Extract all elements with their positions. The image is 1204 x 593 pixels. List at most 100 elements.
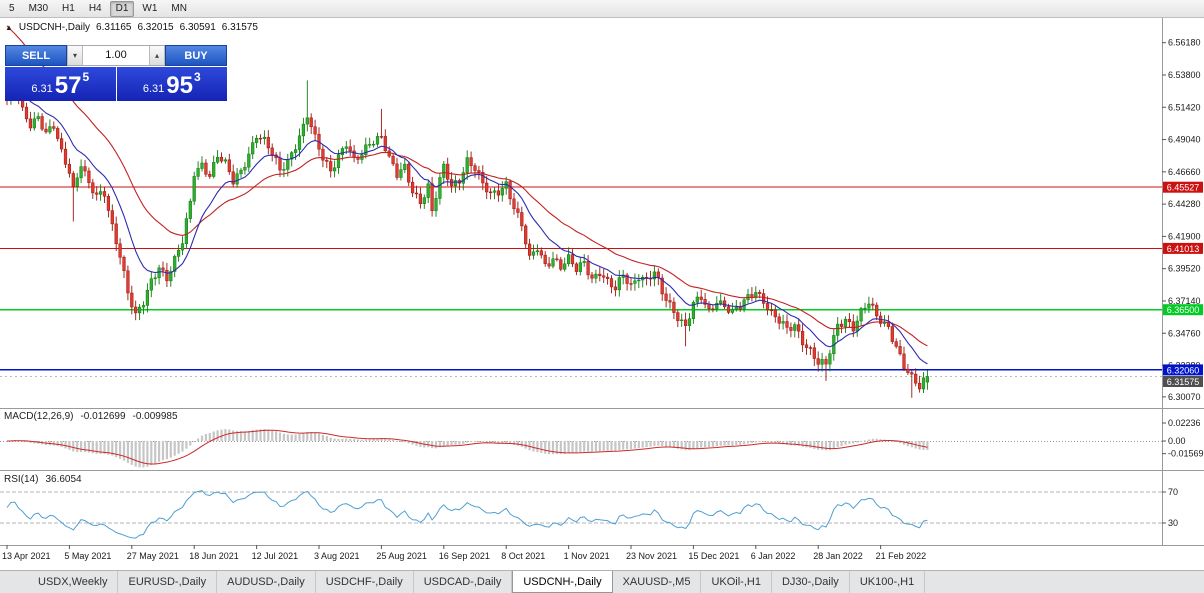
svg-text:5 May 2021: 5 May 2021 xyxy=(64,551,111,561)
open-value: 6.31165 xyxy=(96,22,132,33)
timeframe-button-h1[interactable]: H1 xyxy=(62,2,75,14)
svg-text:0.02236: 0.02236 xyxy=(1168,418,1201,428)
timeframe-button-5[interactable]: 5 xyxy=(9,2,15,14)
timeframe-button-m30[interactable]: M30 xyxy=(28,2,49,14)
timeframe-button-d1[interactable]: D1 xyxy=(109,0,135,17)
chart-tab-usdx-weekly[interactable]: USDX,Weekly xyxy=(28,571,119,593)
ask-price-display: 6.31 95 3 xyxy=(116,67,227,101)
svg-text:25 Aug 2021: 25 Aug 2021 xyxy=(376,551,427,561)
macd-main-value: -0.012699 xyxy=(80,411,126,422)
chart-tab-eurusd-daily[interactable]: EURUSD-,Daily xyxy=(118,571,218,593)
svg-text:18 Jun 2021: 18 Jun 2021 xyxy=(189,551,239,561)
svg-text:0.00: 0.00 xyxy=(1168,436,1186,446)
svg-text:6.41013: 6.41013 xyxy=(1167,244,1200,254)
chart-title: ▲ USDCNH-,Daily 6.31165 6.32015 6.30591 … xyxy=(5,22,258,33)
svg-text:6.31575: 6.31575 xyxy=(1167,377,1200,387)
svg-text:6.39520: 6.39520 xyxy=(1168,264,1201,274)
bid-pipette: 5 xyxy=(82,70,90,84)
svg-text:6.36500: 6.36500 xyxy=(1167,305,1200,315)
svg-text:3 Aug 2021: 3 Aug 2021 xyxy=(314,551,360,561)
time-axis: 13 Apr 2021 5 May 2021 27 May 2021 18 Jun 2… xyxy=(2,545,926,561)
macd-histogram xyxy=(5,429,929,468)
svg-text:16 Sep 2021: 16 Sep 2021 xyxy=(439,551,490,561)
svg-text:1 Nov 2021: 1 Nov 2021 xyxy=(564,551,610,561)
svg-text:6.49040: 6.49040 xyxy=(1168,135,1201,145)
timeframe-button-h4[interactable]: H4 xyxy=(88,2,102,14)
chart-tab-usdcad-daily[interactable]: USDCAD-,Daily xyxy=(414,571,513,593)
chart-tab-xauusd-m5[interactable]: XAUUSD-,M5 xyxy=(613,571,702,593)
chart-tab-usdcnh-daily[interactable]: USDCNH-,Daily xyxy=(512,571,613,593)
ask-big-digits: 95 xyxy=(166,72,193,99)
candles-layer xyxy=(5,80,929,398)
volume-input[interactable]: 1.00 xyxy=(105,49,127,61)
macd-axis: 0.02236 0.00 -0.01569 xyxy=(1162,418,1204,459)
svg-text:30: 30 xyxy=(1168,518,1178,528)
volume-control: ▾ 1.00 ▴ xyxy=(67,45,165,66)
svg-text:6.32060: 6.32060 xyxy=(1167,365,1200,375)
svg-text:6.34760: 6.34760 xyxy=(1168,328,1201,338)
symbol-period-label: USDCNH-,Daily xyxy=(18,22,91,33)
chart-canvas[interactable]: 6.56180 6.53800 6.51420 6.49040 6.46660 6.442… xyxy=(0,18,1204,570)
low-value: 6.30591 xyxy=(179,22,216,33)
svg-text:6.46660: 6.46660 xyxy=(1168,167,1201,177)
chart-tab-uk100-h1[interactable]: UK100-,H1 xyxy=(850,571,926,593)
close-value: 6.31575 xyxy=(221,22,258,33)
level-price-badge: 6.45527 xyxy=(1163,181,1203,193)
macd-signal-value: -0.009985 xyxy=(132,411,178,422)
rsi-axis: 70 30 xyxy=(1162,487,1178,528)
chart-tab-usdchf-daily[interactable]: USDCHF-,Daily xyxy=(316,571,414,593)
chart-tab-ukoil-h1[interactable]: UKOil-,H1 xyxy=(701,571,772,593)
svg-text:12 Jul 2021: 12 Jul 2021 xyxy=(252,551,299,561)
svg-text:6.45527: 6.45527 xyxy=(1167,183,1200,193)
ma-red-line xyxy=(6,25,928,347)
macd-name: MACD(12,26,9) xyxy=(4,411,74,422)
svg-text:15 Dec 2021: 15 Dec 2021 xyxy=(688,551,739,561)
svg-text:13 Apr 2021: 13 Apr 2021 xyxy=(2,551,51,561)
ask-prefix: 6.31 xyxy=(142,83,165,95)
price-axis: 6.56180 6.53800 6.51420 6.49040 6.46660 6.442… xyxy=(1162,38,1201,402)
bid-prefix: 6.31 xyxy=(31,83,53,95)
ma-blue-line xyxy=(6,87,928,365)
rsi-name: RSI(14) xyxy=(4,474,39,485)
rsi-line xyxy=(6,490,928,539)
trade-panel-collapse-icon[interactable]: ▲ xyxy=(5,23,13,32)
svg-text:21 Feb 2022: 21 Feb 2022 xyxy=(876,551,927,561)
timeframe-button-mn[interactable]: MN xyxy=(171,2,187,14)
svg-text:6.44280: 6.44280 xyxy=(1168,199,1201,209)
svg-text:6.51420: 6.51420 xyxy=(1168,102,1201,112)
timeframe-toolbar: 5 M30 H1 H4 D1 W1 MN xyxy=(0,0,1204,18)
macd-indicator-label: MACD(12,26,9) -0.012699 -0.009985 xyxy=(4,411,178,422)
bid-price-display: 6.31 57 5 xyxy=(5,67,116,101)
chart-tab-dj30-daily[interactable]: DJ30-,Daily xyxy=(772,571,850,593)
macd-signal-line xyxy=(6,429,928,465)
level-price-badge: 6.41013 xyxy=(1163,242,1203,254)
svg-text:-0.01569: -0.01569 xyxy=(1168,449,1204,459)
volume-decrease-icon[interactable]: ▾ xyxy=(67,46,83,65)
svg-text:27 May 2021: 27 May 2021 xyxy=(127,551,179,561)
level-price-badge: 6.32060 xyxy=(1163,364,1203,376)
sell-button[interactable]: SELL xyxy=(5,45,67,66)
buy-button[interactable]: BUY xyxy=(165,45,227,66)
level-lines xyxy=(0,186,1162,377)
svg-text:8 Oct 2021: 8 Oct 2021 xyxy=(501,551,545,561)
svg-text:6.30070: 6.30070 xyxy=(1168,392,1201,402)
rsi-indicator-label: RSI(14) 36.6054 xyxy=(4,474,82,485)
svg-text:6.53800: 6.53800 xyxy=(1168,70,1201,80)
chart-tabs-bar: USDX,Weekly EURUSD-,Daily AUDUSD-,Daily USD… xyxy=(0,570,1204,593)
chart-window: 6.56180 6.53800 6.51420 6.49040 6.46660 6.442… xyxy=(0,18,1204,570)
high-value: 6.32015 xyxy=(137,22,174,33)
svg-text:28 Jan 2022: 28 Jan 2022 xyxy=(813,551,863,561)
rsi-value: 36.6054 xyxy=(45,474,82,485)
svg-text:70: 70 xyxy=(1168,487,1178,497)
one-click-trading-panel: SELL ▾ 1.00 ▴ BUY 6.31 57 5 6.31 95 3 xyxy=(5,45,227,101)
svg-text:6.56180: 6.56180 xyxy=(1168,38,1201,48)
svg-text:6.41900: 6.41900 xyxy=(1168,231,1201,241)
ask-pipette: 3 xyxy=(193,70,201,84)
chart-tab-audusd-daily[interactable]: AUDUSD-,Daily xyxy=(217,571,316,593)
bid-big-digits: 57 xyxy=(54,72,82,99)
svg-text:23 Nov 2021: 23 Nov 2021 xyxy=(626,551,677,561)
volume-increase-icon[interactable]: ▴ xyxy=(149,46,165,65)
level-price-badge: 6.36500 xyxy=(1163,304,1203,316)
timeframe-button-w1[interactable]: W1 xyxy=(142,2,158,14)
svg-text:6.37140: 6.37140 xyxy=(1168,296,1201,306)
